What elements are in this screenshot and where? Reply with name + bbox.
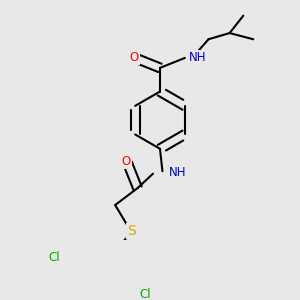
Text: Cl: Cl — [49, 251, 60, 264]
Text: S: S — [127, 224, 136, 238]
Text: O: O — [130, 51, 139, 64]
Text: NH: NH — [189, 51, 207, 64]
Text: NH: NH — [169, 166, 186, 179]
Text: O: O — [122, 155, 131, 168]
Text: Cl: Cl — [140, 288, 151, 300]
